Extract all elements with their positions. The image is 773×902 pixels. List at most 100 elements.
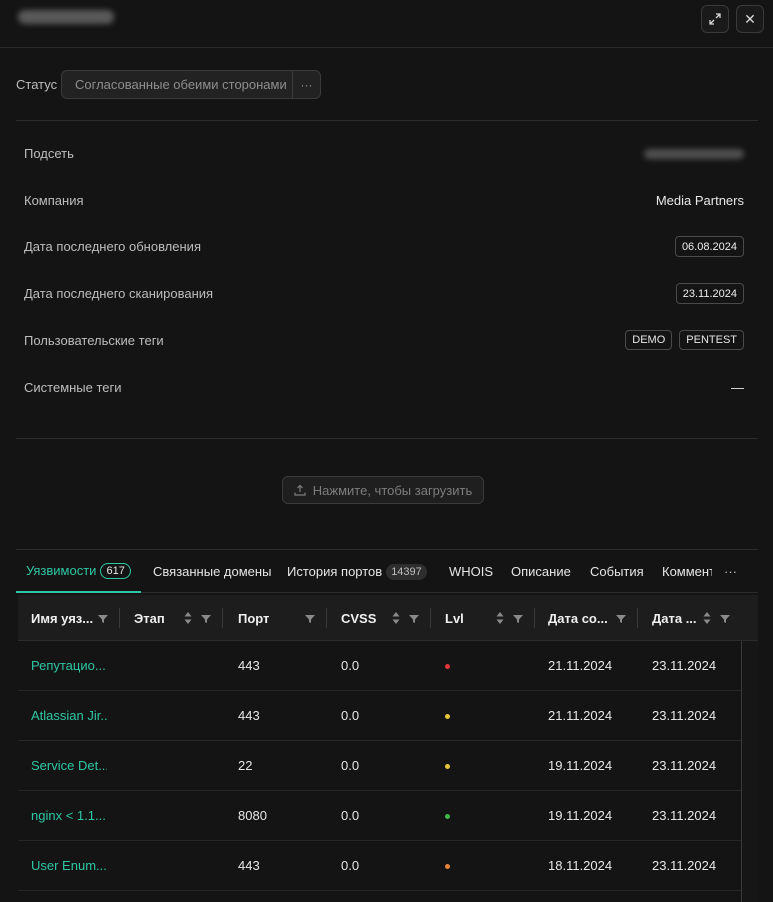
- cvss-cell: 0.0: [341, 858, 360, 873]
- tab-vulnerabilities[interactable]: Уязвимости 617: [16, 550, 141, 593]
- sort-icon[interactable]: [391, 611, 401, 625]
- column-separator: [430, 608, 431, 628]
- tab-label: История портов: [287, 564, 383, 579]
- filter-icon[interactable]: [616, 611, 626, 625]
- expand-button[interactable]: [701, 5, 729, 33]
- divider: [16, 438, 758, 439]
- column-separator: [222, 608, 223, 628]
- column-header-cvss[interactable]: CVSS: [341, 595, 391, 641]
- info-row-last-update: Дата последнего обновления 06.08.2024: [24, 235, 744, 259]
- port-cell: 22: [238, 758, 253, 773]
- table-header: Имя уяз... Этап Порт CVSS Lvl Дата со...…: [18, 595, 758, 641]
- column-header-stage[interactable]: Этап: [134, 595, 184, 641]
- tab-label: Уязвимости: [26, 563, 97, 578]
- info-row-company: Компания Media Partners: [24, 189, 744, 213]
- company-value: Media Partners: [655, 193, 744, 208]
- filter-icon[interactable]: [305, 611, 315, 625]
- column-title: Дата ...: [652, 610, 697, 626]
- column-header-lvl[interactable]: Lvl: [445, 595, 495, 641]
- upload-button[interactable]: Нажмите, чтобы загрузить: [282, 476, 484, 504]
- updated-cell: 23.11.2024: [652, 658, 717, 673]
- vuln-name-link[interactable]: nginx < 1.1...: [31, 808, 106, 823]
- severity-dot: [445, 764, 450, 769]
- created-cell: 21.11.2024: [548, 708, 613, 723]
- tab-events[interactable]: События: [590, 550, 644, 593]
- filter-icon[interactable]: [98, 611, 108, 625]
- updated-cell: 23.11.2024: [652, 808, 717, 823]
- close-icon: ✕: [744, 10, 756, 27]
- user-tags-label: Пользовательские теги: [24, 333, 164, 348]
- status-select[interactable]: Согласованные обеими сторонами ···: [61, 70, 321, 99]
- filter-icon[interactable]: [720, 611, 730, 625]
- sort-icon[interactable]: [495, 611, 505, 625]
- more-horizontal-icon: ···: [300, 77, 313, 92]
- table-scrollbar[interactable]: [741, 641, 742, 902]
- more-horizontal-icon: ···: [724, 564, 737, 579]
- table-row[interactable]: Репутацио... 443 0.0 21.11.2024 23.11.20…: [18, 641, 742, 691]
- sort-icon[interactable]: [183, 611, 193, 625]
- column-title: Этап: [134, 610, 165, 626]
- table-row[interactable]: nginx < 1.1... 8080 0.0 19.11.2024 23.11…: [18, 791, 742, 841]
- column-separator: [534, 608, 535, 628]
- last-update-badge: 06.08.2024: [674, 236, 744, 257]
- upload-icon: [294, 484, 306, 496]
- vuln-name-link[interactable]: Репутацио...: [31, 658, 106, 673]
- tab-label: События: [590, 564, 644, 579]
- sort-icon[interactable]: [702, 611, 712, 625]
- tab-label: WHOIS: [449, 564, 494, 579]
- cvss-cell: 0.0: [341, 708, 360, 723]
- column-header-name[interactable]: Имя уяз...: [31, 595, 95, 641]
- table-scroll-gutter: [742, 641, 758, 902]
- column-title: Порт: [238, 610, 270, 626]
- tabs-more-button[interactable]: ···: [724, 550, 737, 593]
- filter-icon[interactable]: [201, 611, 211, 625]
- system-tags-value: —: [731, 380, 744, 395]
- tab-count-badge: 617: [100, 562, 131, 579]
- info-row-user-tags: Пользовательские теги DEMO PENTEST: [24, 329, 744, 353]
- table-row[interactable]: Atlassian Jir... 443 0.0 21.11.2024 23.1…: [18, 691, 742, 741]
- company-label: Компания: [24, 193, 84, 208]
- severity-dot: [445, 864, 450, 869]
- drawer-header: ✕: [0, 0, 773, 48]
- user-tag[interactable]: PENTEST: [679, 330, 744, 350]
- port-cell: 8080: [238, 808, 267, 823]
- expand-icon: [709, 13, 721, 25]
- column-title: CVSS: [341, 610, 377, 626]
- column-separator: [326, 608, 327, 628]
- updated-cell: 23.11.2024: [652, 708, 717, 723]
- info-row-system-tags: Системные теги —: [24, 376, 744, 400]
- table-row[interactable]: Service Det... 22 0.0 19.11.2024 23.11.2…: [18, 741, 742, 791]
- tab-related-domains[interactable]: Связанные домены: [153, 550, 271, 593]
- drawer-title-redacted: [18, 10, 114, 24]
- tab-whois[interactable]: WHOIS: [449, 550, 493, 593]
- severity-dot: [445, 814, 450, 819]
- cvss-cell: 0.0: [341, 758, 360, 773]
- column-title: Дата со...: [548, 610, 608, 626]
- table-row[interactable]: User Enum... 443 0.0 18.11.2024 23.11.20…: [18, 841, 742, 891]
- status-label: Статус: [16, 77, 58, 92]
- filter-icon[interactable]: [513, 611, 523, 625]
- tab-port-history[interactable]: История портов 14397: [287, 550, 427, 593]
- column-header-updated[interactable]: Дата ...: [652, 595, 700, 641]
- tab-description[interactable]: Описание: [511, 550, 571, 593]
- user-tag[interactable]: DEMO: [625, 330, 673, 350]
- vuln-name-link[interactable]: Service Det...: [31, 758, 107, 773]
- updated-cell: 23.11.2024: [652, 858, 717, 873]
- user-tags-list: DEMO PENTEST: [625, 330, 744, 350]
- close-button[interactable]: ✕: [736, 5, 764, 33]
- status-value: Согласованные обеими сторонами: [75, 77, 287, 92]
- filter-icon[interactable]: [409, 611, 419, 625]
- created-cell: 19.11.2024: [548, 758, 613, 773]
- tab-label: Связанные домены: [153, 564, 272, 579]
- subnet-value-redacted: [644, 149, 744, 159]
- vuln-name-link[interactable]: Atlassian Jir...: [31, 708, 107, 723]
- tab-comments[interactable]: Комментарии: [662, 550, 712, 593]
- status-more-button[interactable]: ···: [292, 71, 320, 98]
- vuln-name-link[interactable]: User Enum...: [31, 858, 107, 873]
- upload-label: Нажмите, чтобы загрузить: [312, 482, 473, 498]
- tab-count-badge: 14397: [386, 563, 427, 580]
- info-row-last-scan: Дата последнего сканирования 23.11.2024: [24, 282, 744, 306]
- column-header-created[interactable]: Дата со...: [548, 595, 614, 641]
- column-separator: [637, 608, 638, 628]
- column-header-port[interactable]: Порт: [238, 595, 288, 641]
